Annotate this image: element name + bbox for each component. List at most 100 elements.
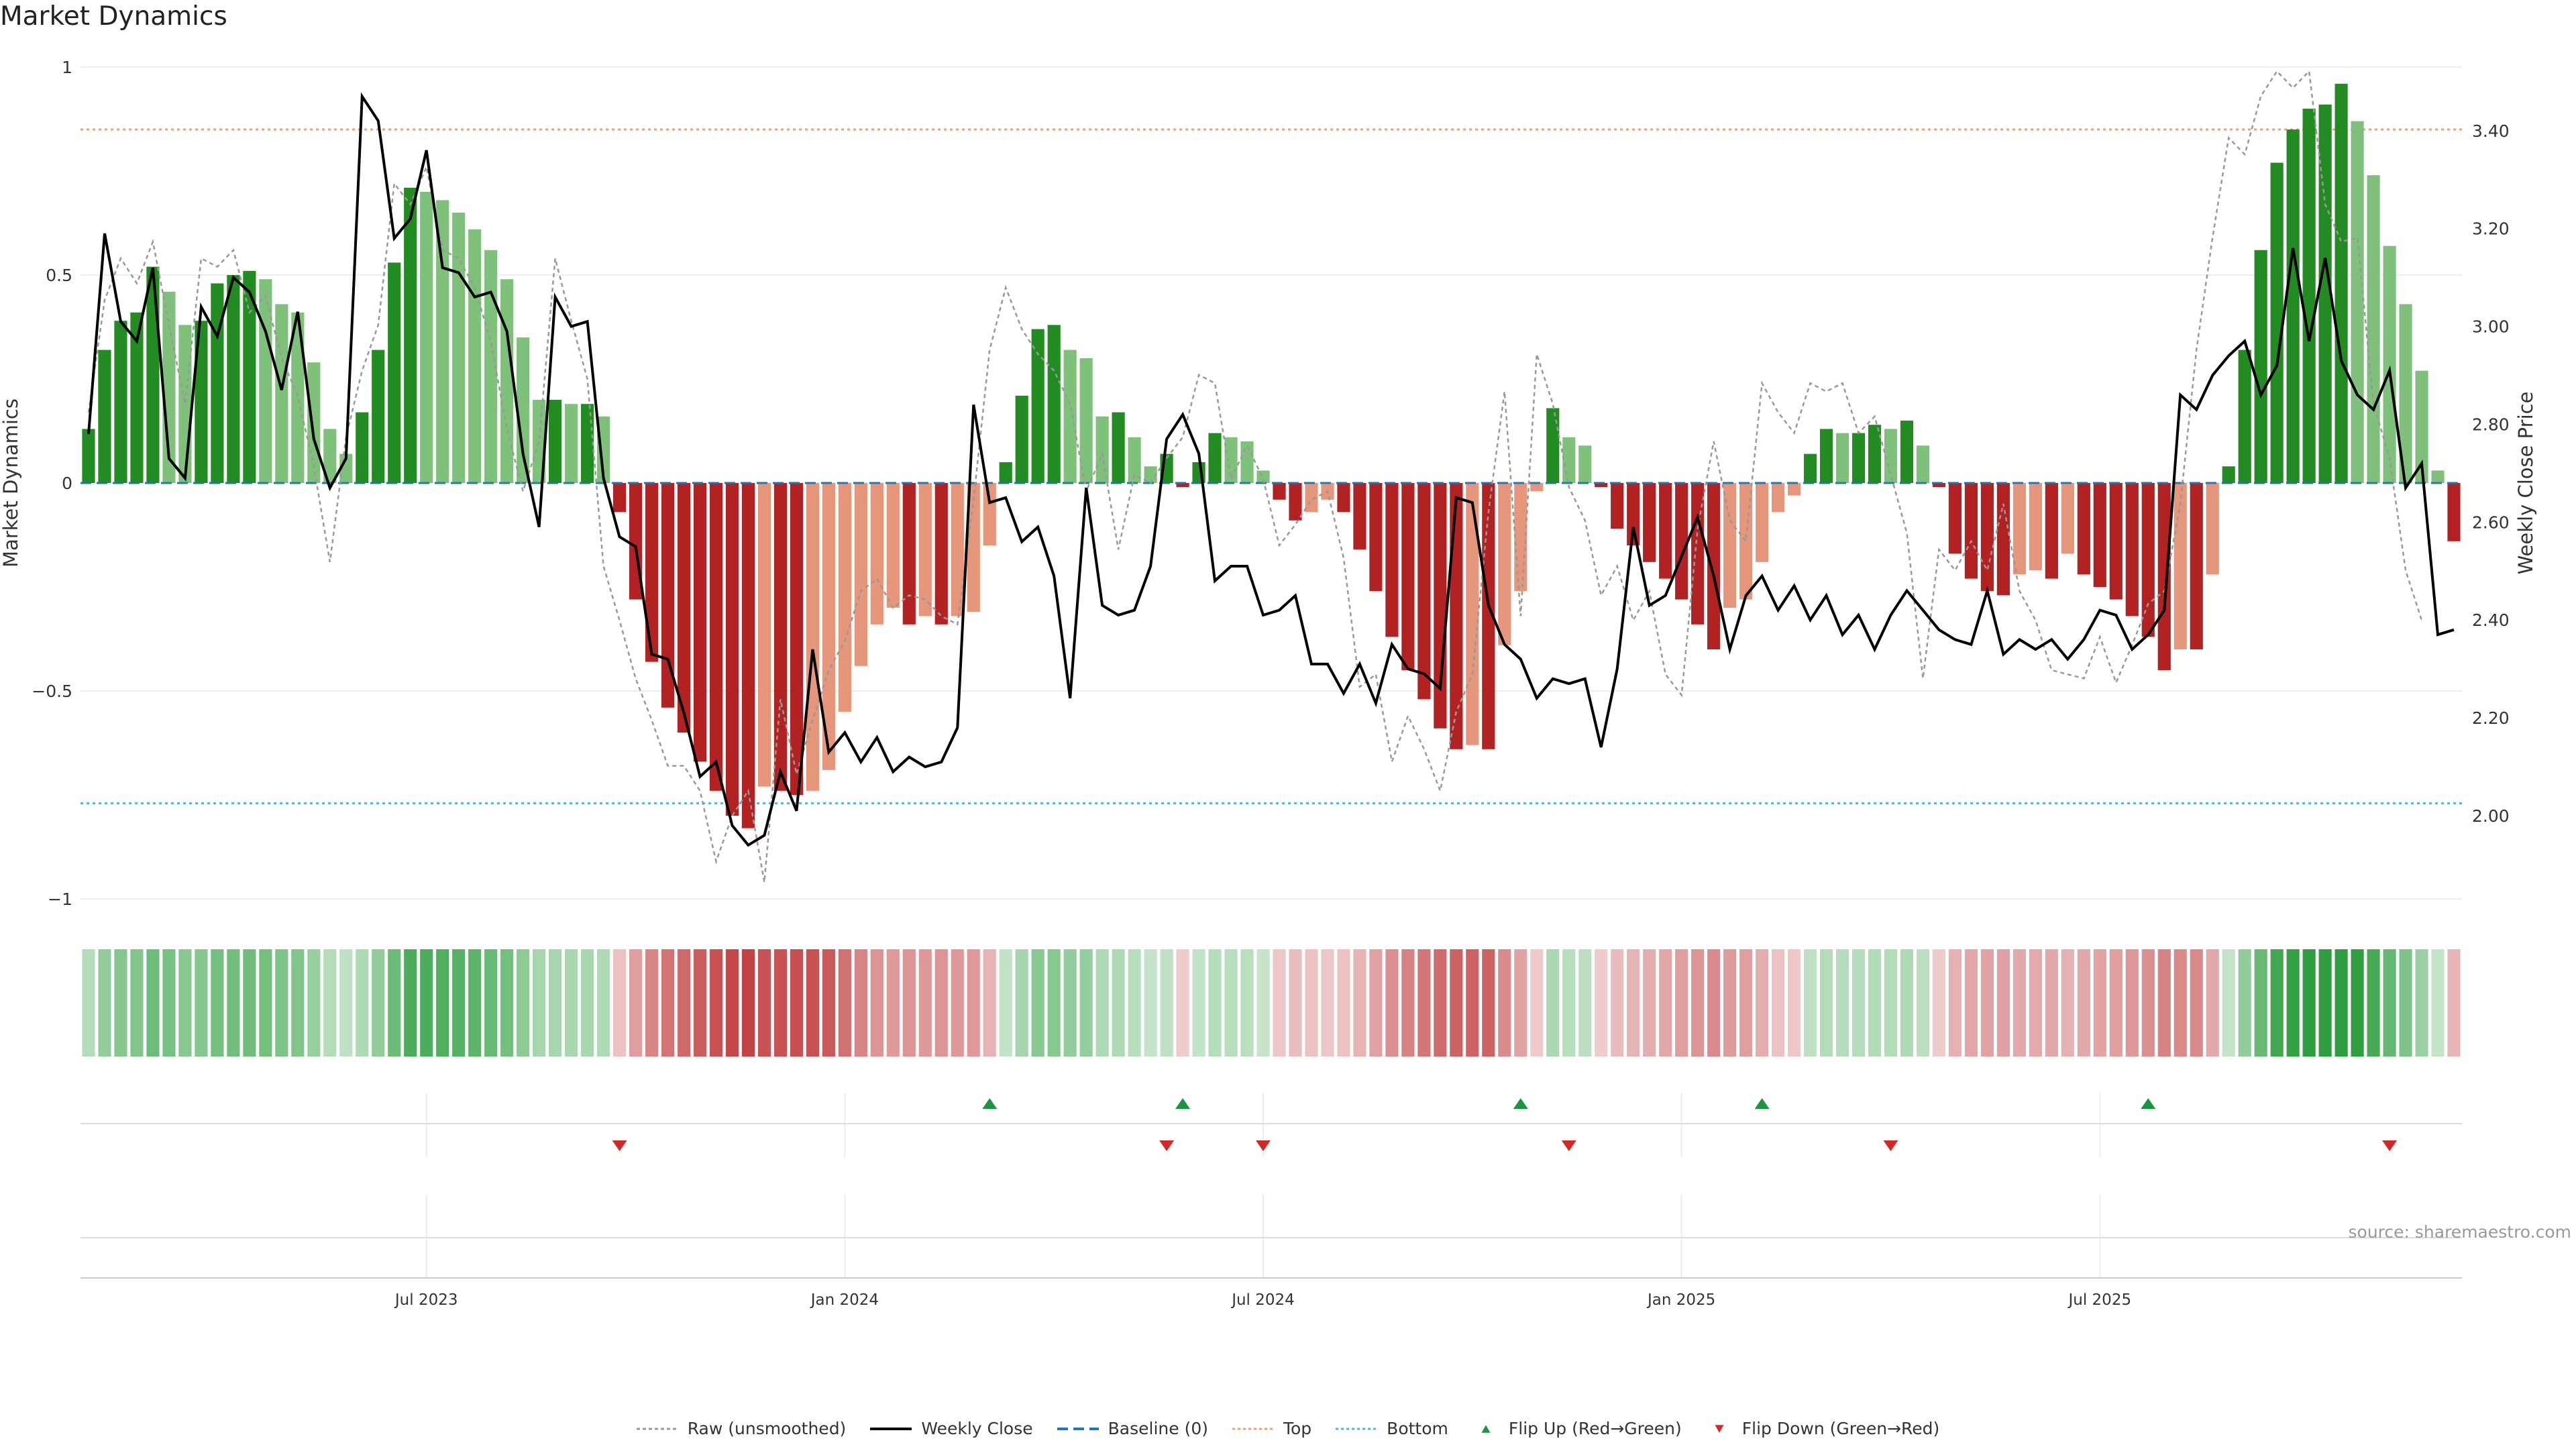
regime-cell <box>420 949 433 1057</box>
regime-cell <box>822 949 835 1057</box>
dynamics-bar <box>564 404 578 483</box>
regime-cell <box>2383 949 2396 1057</box>
regime-cell <box>2351 949 2364 1057</box>
regime-cell <box>372 949 385 1057</box>
dynamics-bar <box>1289 483 1302 521</box>
regime-cell <box>918 949 932 1057</box>
dynamics-bar <box>2431 470 2445 483</box>
y-tick-label: 1 <box>62 58 72 77</box>
dynamics-bar <box>1047 325 1061 483</box>
legend-label-top: Top <box>1283 1419 1312 1438</box>
regime-cell <box>870 949 883 1057</box>
legend-item-baseline: Baseline (0) <box>1057 1419 1208 1438</box>
dynamics-bar <box>1112 412 1125 483</box>
regime-cell <box>790 949 803 1057</box>
regime-cell <box>629 949 643 1057</box>
dynamics-bar <box>1980 483 1994 592</box>
regime-cell <box>1498 949 1511 1057</box>
regime-cell <box>677 949 691 1057</box>
regime-cell <box>2045 949 2058 1057</box>
regime-cell <box>2012 949 2026 1057</box>
regime-cell <box>2141 949 2155 1057</box>
y2-tick-label: 2.80 <box>2472 415 2510 434</box>
regime-cell <box>2447 949 2461 1057</box>
regime-cell <box>1932 949 1946 1057</box>
regime-cell <box>533 949 546 1057</box>
regime-cell <box>2061 949 2074 1057</box>
dynamics-bar <box>886 483 900 608</box>
dynamics-bar <box>1835 433 1849 483</box>
regime-cell <box>211 949 224 1057</box>
regime-cell <box>1868 949 1882 1057</box>
regime-cell <box>1996 949 2010 1057</box>
regime-cell <box>1305 949 1318 1057</box>
regime-cell <box>82 949 95 1057</box>
legend-swatch-close <box>870 1427 912 1430</box>
regime-cell <box>2222 949 2235 1057</box>
flip-up-marker <box>1175 1098 1191 1109</box>
dynamics-bar <box>259 279 272 483</box>
dynamics-bar <box>822 483 835 770</box>
regime-cell <box>1643 949 1656 1057</box>
regime-cell <box>757 949 771 1057</box>
regime-cell <box>773 949 788 1057</box>
dynamics-bar <box>1675 483 1688 600</box>
dynamics-bar <box>1224 437 1238 483</box>
regime-cell <box>2238 949 2251 1057</box>
dynamics-bar <box>2351 121 2364 484</box>
dynamics-bar <box>2318 104 2332 484</box>
dynamics-bar <box>1417 483 1431 700</box>
regime-cell <box>2318 949 2332 1057</box>
dynamics-bar <box>2045 483 2058 579</box>
flip-down-icon <box>1715 1424 1724 1433</box>
regime-cell <box>1353 949 1366 1057</box>
regime-cell <box>2125 949 2139 1057</box>
dynamics-bar <box>372 350 385 483</box>
regime-cell <box>1964 949 1978 1057</box>
legend-label-bottom: Bottom <box>1387 1419 1448 1438</box>
dynamics-bar <box>1578 445 1592 483</box>
dynamics-bar <box>934 483 948 625</box>
dynamics-bar <box>1079 358 1093 483</box>
regime-cell <box>725 949 739 1057</box>
regime-cell <box>1514 949 1527 1057</box>
dynamics-bar <box>436 200 449 483</box>
regime-cell <box>1015 949 1028 1057</box>
flip-markers <box>80 1093 2462 1279</box>
dynamics-bar <box>114 321 127 483</box>
dynamics-bar <box>1723 483 1737 608</box>
regime-cell <box>1273 949 1286 1057</box>
dynamics-bar <box>1643 483 1656 562</box>
dynamics-bar <box>1755 483 1769 562</box>
dynamics-bar <box>1144 466 1157 483</box>
regime-cell <box>1401 949 1415 1057</box>
dynamics-bar <box>725 483 739 816</box>
dynamics-bar <box>661 483 675 708</box>
dynamics-bar <box>452 213 466 483</box>
flip-down-marker <box>612 1140 627 1151</box>
regime-strip <box>82 949 2461 1057</box>
regime-cell <box>1337 949 1350 1057</box>
source-note: source: sharemaestro.com <box>2348 1222 2572 1242</box>
regime-cell <box>1289 949 1302 1057</box>
dynamics-bar <box>612 483 627 513</box>
dynamics-bar <box>1466 483 1479 745</box>
dynamics-bar <box>1948 483 1962 554</box>
regime-cell <box>1224 949 1238 1057</box>
dynamics-bar <box>1240 441 1254 483</box>
regime-cell <box>967 949 980 1057</box>
regime-cell <box>484 949 498 1057</box>
dynamics-bar <box>2222 466 2235 483</box>
regime-cell <box>339 949 353 1057</box>
regime-cell <box>2254 949 2267 1057</box>
dynamics-bar <box>2141 483 2155 637</box>
x-tick-label: Jul 2024 <box>1230 1291 1295 1309</box>
dynamics-bar <box>2367 175 2380 483</box>
regime-cell <box>1079 949 1093 1057</box>
dynamics-bar <box>1273 483 1286 500</box>
regime-cell <box>596 949 610 1057</box>
dynamics-bar <box>500 279 514 483</box>
regime-cell <box>661 949 675 1057</box>
legend-swatch-raw <box>636 1428 678 1430</box>
regime-cell <box>1980 949 1994 1057</box>
